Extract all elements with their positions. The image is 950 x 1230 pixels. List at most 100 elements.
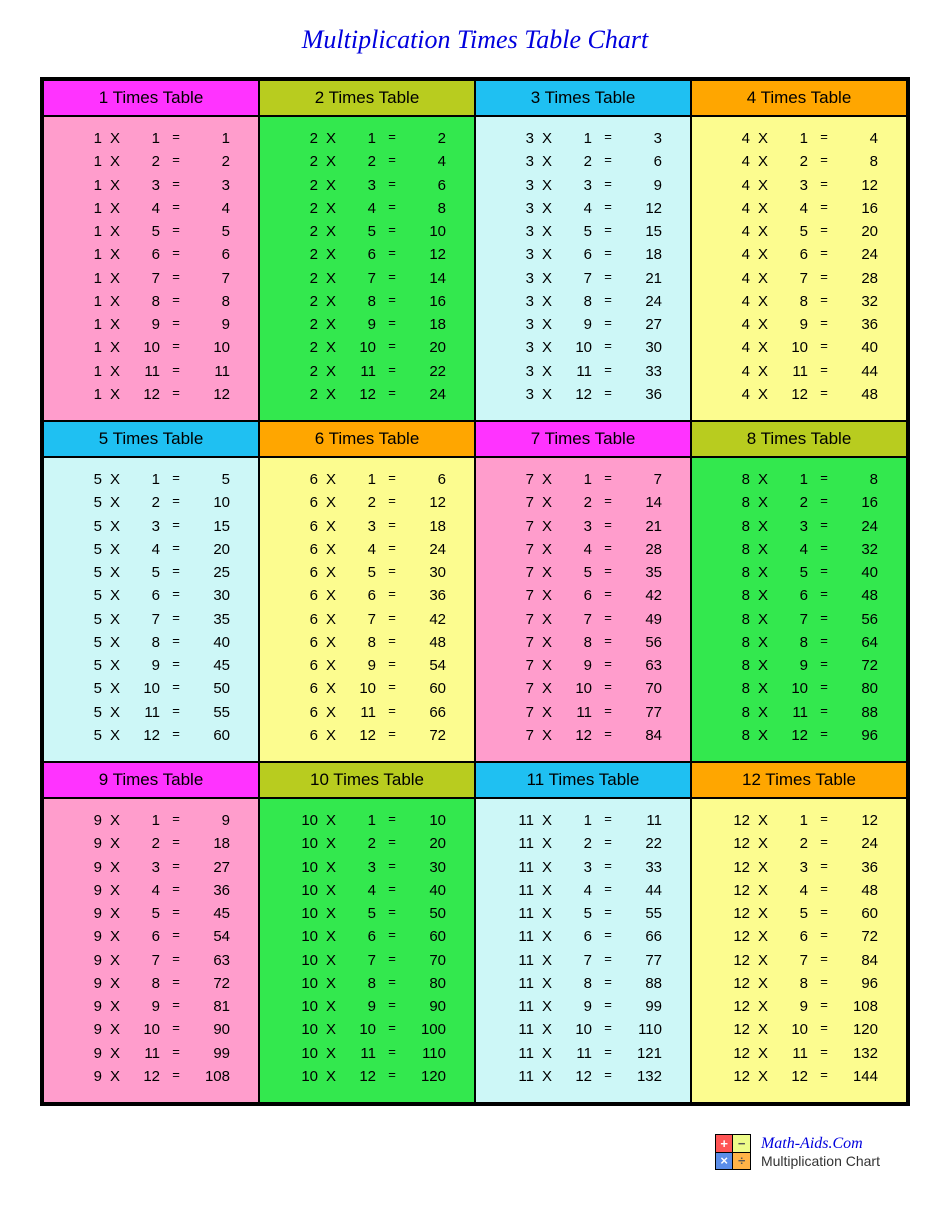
result: 48 xyxy=(406,631,450,654)
equation-row: 2X7=14 xyxy=(260,267,474,290)
result: 50 xyxy=(190,677,234,700)
equation-row: 7X12=84 xyxy=(476,724,690,747)
result: 10 xyxy=(190,491,234,514)
operand-b: 2 xyxy=(128,832,162,855)
equation-row: 11X11=121 xyxy=(476,1042,690,1065)
equation-row: 5X4=20 xyxy=(44,538,258,561)
operand-b: 5 xyxy=(344,220,378,243)
times-symbol: X xyxy=(534,336,560,359)
result: 42 xyxy=(406,608,450,631)
result: 24 xyxy=(838,832,882,855)
equation-row: 8X9=72 xyxy=(692,654,906,677)
times-symbol: X xyxy=(102,949,128,972)
operand-b: 10 xyxy=(560,677,594,700)
result: 90 xyxy=(406,995,450,1018)
equals-symbol: = xyxy=(162,1018,190,1041)
equals-symbol: = xyxy=(378,491,406,514)
equation-row: 1X5=5 xyxy=(44,220,258,243)
equals-symbol: = xyxy=(378,267,406,290)
operand-b: 12 xyxy=(560,724,594,747)
panel-body: 7X1=77X2=147X3=217X4=287X5=357X6=427X7=4… xyxy=(476,458,690,761)
operand-a: 10 xyxy=(284,972,318,995)
equation-row: 2X4=8 xyxy=(260,197,474,220)
result: 70 xyxy=(406,949,450,972)
page-title: Multiplication Times Table Chart xyxy=(40,25,910,55)
operand-a: 3 xyxy=(500,383,534,406)
equals-symbol: = xyxy=(810,468,838,491)
times-symbol: X xyxy=(534,197,560,220)
operand-b: 7 xyxy=(344,267,378,290)
result: 5 xyxy=(190,468,234,491)
equals-symbol: = xyxy=(162,360,190,383)
equation-row: 11X3=33 xyxy=(476,856,690,879)
operand-a: 11 xyxy=(500,972,534,995)
operand-a: 8 xyxy=(716,654,750,677)
operand-b: 11 xyxy=(344,1042,378,1065)
result: 81 xyxy=(190,995,234,1018)
operand-a: 11 xyxy=(500,949,534,972)
equals-symbol: = xyxy=(162,724,190,747)
equals-symbol: = xyxy=(594,724,622,747)
equals-symbol: = xyxy=(378,313,406,336)
result: 44 xyxy=(622,879,666,902)
result: 35 xyxy=(190,608,234,631)
times-symbol: X xyxy=(750,150,776,173)
equation-row: 2X1=2 xyxy=(260,127,474,150)
equals-symbol: = xyxy=(594,902,622,925)
equals-symbol: = xyxy=(162,468,190,491)
equation-row: 7X7=49 xyxy=(476,608,690,631)
equation-row: 1X10=10 xyxy=(44,336,258,359)
result: 36 xyxy=(190,879,234,902)
times-table-panel-4: 4 Times Table4X1=44X2=84X3=124X4=164X5=2… xyxy=(691,80,907,421)
times-table-panel-9: 9 Times Table9X1=99X2=189X3=279X4=369X5=… xyxy=(43,762,259,1103)
equation-row: 12X5=60 xyxy=(692,902,906,925)
equals-symbol: = xyxy=(378,290,406,313)
result: 40 xyxy=(406,879,450,902)
equation-row: 3X10=30 xyxy=(476,336,690,359)
equation-row: 7X6=42 xyxy=(476,584,690,607)
operand-b: 11 xyxy=(776,701,810,724)
result: 27 xyxy=(622,313,666,336)
panel-body: 11X1=1111X2=2211X3=3311X4=4411X5=5511X6=… xyxy=(476,799,690,1102)
result: 7 xyxy=(190,267,234,290)
equation-row: 12X3=36 xyxy=(692,856,906,879)
operand-a: 4 xyxy=(716,360,750,383)
result: 40 xyxy=(838,336,882,359)
equals-symbol: = xyxy=(162,290,190,313)
equation-row: 1X9=9 xyxy=(44,313,258,336)
operand-a: 4 xyxy=(716,197,750,220)
result: 88 xyxy=(838,701,882,724)
equation-row: 11X7=77 xyxy=(476,949,690,972)
equals-symbol: = xyxy=(810,856,838,879)
operand-a: 8 xyxy=(716,631,750,654)
times-symbol: X xyxy=(102,383,128,406)
equation-row: 3X11=33 xyxy=(476,360,690,383)
times-symbol: X xyxy=(318,383,344,406)
result: 16 xyxy=(838,491,882,514)
equals-symbol: = xyxy=(162,313,190,336)
operand-a: 11 xyxy=(500,995,534,1018)
result: 18 xyxy=(406,313,450,336)
operand-b: 11 xyxy=(776,1042,810,1065)
equals-symbol: = xyxy=(594,631,622,654)
equation-row: 1X6=6 xyxy=(44,243,258,266)
equation-row: 10X6=60 xyxy=(260,925,474,948)
equals-symbol: = xyxy=(810,150,838,173)
operand-b: 8 xyxy=(344,972,378,995)
result: 63 xyxy=(622,654,666,677)
operand-a: 2 xyxy=(284,360,318,383)
operand-a: 7 xyxy=(500,701,534,724)
operand-b: 12 xyxy=(776,1065,810,1088)
operand-a: 10 xyxy=(284,879,318,902)
equals-symbol: = xyxy=(810,608,838,631)
operand-b: 8 xyxy=(776,972,810,995)
result: 96 xyxy=(838,724,882,747)
result: 10 xyxy=(406,220,450,243)
equals-symbol: = xyxy=(378,654,406,677)
operand-b: 6 xyxy=(344,584,378,607)
result: 4 xyxy=(406,150,450,173)
equation-row: 9X8=72 xyxy=(44,972,258,995)
times-symbol: X xyxy=(318,290,344,313)
math-aids-icon: + − × ÷ xyxy=(715,1134,751,1170)
times-symbol: X xyxy=(102,879,128,902)
